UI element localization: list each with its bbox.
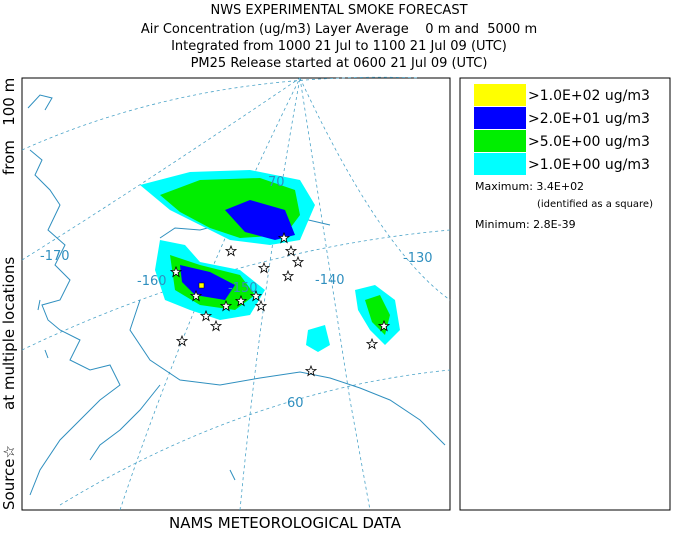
legend-label: >5.0E+00 ug/m3 [528, 134, 650, 150]
subtitle: Air Concentration (ug/m3) Layer Average … [141, 22, 537, 37]
title: NWS EXPERIMENTAL SMOKE FORECAST [210, 3, 467, 18]
legend-label: >1.0E+02 ug/m3 [528, 88, 650, 104]
longitude-label: -170 [40, 249, 70, 264]
minimum: Minimum: 2.8E-39 [475, 218, 576, 231]
side-label: Source☆ at multiple locations from 100 m [0, 78, 18, 510]
longitude-label: -160 [137, 274, 167, 289]
longitude-label: -150 [228, 281, 258, 296]
smoke-plume [140, 170, 400, 352]
footer: NAMS METEOROLOGICAL DATA [169, 514, 402, 532]
legend-swatch [474, 130, 526, 152]
maximum-note: (identified as a square) [537, 199, 653, 210]
source-label: Source☆ [0, 445, 18, 510]
longitude-label: -130 [403, 251, 433, 266]
subtitle: Integrated from 1000 21 Jul to 1100 21 J… [171, 39, 507, 54]
map: -170 -160 -150 -140 -130 70 60 [21, 76, 451, 511]
legend-swatch [474, 107, 526, 129]
height-label: from 100 m [0, 78, 18, 175]
subtitle: PM25 Release started at 0600 21 Jul 09 (… [191, 56, 488, 71]
latitude-label: 70 [268, 175, 285, 190]
legend-label: >2.0E+01 ug/m3 [528, 111, 650, 127]
legend: >1.0E+02 ug/m3 >2.0E+01 ug/m3 >5.0E+00 ug/… [474, 84, 650, 175]
latitude-label: 60 [287, 396, 304, 411]
locations-label: at multiple locations [0, 257, 18, 410]
legend-swatch [474, 153, 526, 175]
longitude-label: -140 [315, 273, 345, 288]
graticule [21, 76, 451, 511]
maximum: Maximum: 3.4E+02 [475, 180, 584, 193]
legend-label: >1.0E+00 ug/m3 [528, 157, 650, 173]
legend-swatch [474, 84, 526, 106]
